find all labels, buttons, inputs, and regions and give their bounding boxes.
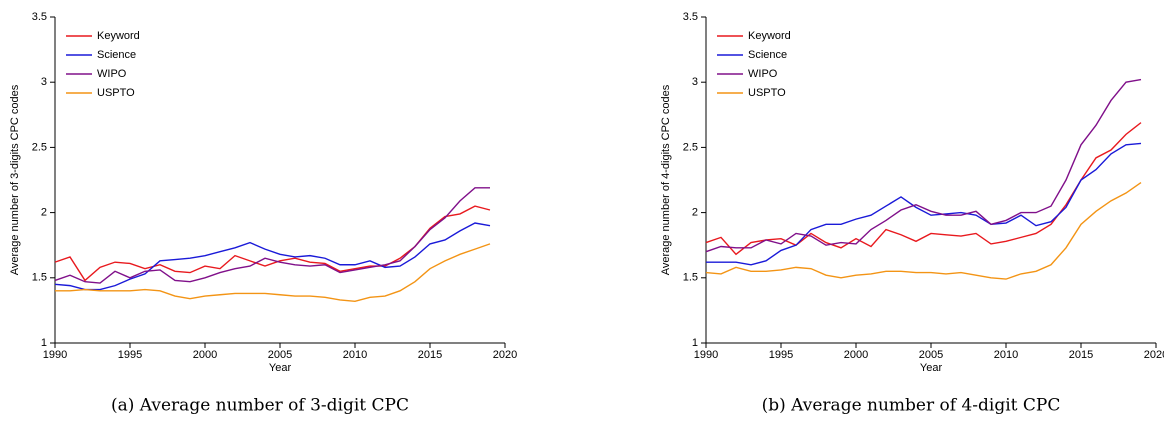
- y-tick-label: 1: [41, 337, 47, 349]
- y-tick-label: 3: [41, 76, 47, 88]
- x-tick-label: 2015: [1069, 349, 1093, 361]
- y-tick-label: 2: [692, 207, 698, 219]
- y-tick-label: 3.5: [683, 11, 698, 23]
- y-tick-label: 1: [692, 337, 698, 349]
- series-line: [706, 142, 1142, 266]
- x-axis-label: Year: [920, 362, 943, 374]
- legend-label: WIPO: [748, 68, 778, 80]
- legend-label: WIPO: [97, 68, 127, 80]
- x-tick-label: 2005: [268, 349, 292, 361]
- x-tick-label: 1990: [43, 349, 67, 361]
- y-tick-label: 1.5: [32, 272, 47, 284]
- series-line: [55, 243, 491, 302]
- legend-label: Science: [97, 49, 136, 61]
- legend-label: Keyword: [97, 30, 140, 42]
- y-tick-label: 3: [692, 76, 698, 88]
- series-line: [54, 222, 491, 291]
- x-tick-label: 1990: [694, 349, 718, 361]
- x-tick-label: 2015: [418, 349, 442, 361]
- y-tick-label: 2.5: [683, 141, 698, 153]
- x-tick-label: 2020: [1144, 349, 1164, 361]
- y-tick-label: 1.5: [683, 272, 698, 284]
- x-axis-label: Year: [269, 362, 292, 374]
- caption: (b) Average number of 4-digit CPC: [762, 396, 1061, 416]
- y-axis-label: Average number of 3-digits CPC codes: [9, 84, 21, 275]
- x-tick-label: 2000: [844, 349, 868, 361]
- x-tick-label: 1995: [118, 349, 142, 361]
- legend-label: Keyword: [748, 30, 791, 42]
- x-tick-label: 2010: [994, 349, 1018, 361]
- legend-label: USPTO: [97, 87, 135, 99]
- series-line: [54, 205, 491, 282]
- legend-label: Science: [748, 49, 787, 61]
- x-tick-label: 2010: [343, 349, 367, 361]
- x-tick-label: 2020: [493, 349, 517, 361]
- series-line: [705, 78, 1142, 253]
- x-tick-label: 2005: [919, 349, 943, 361]
- y-tick-label: 2.5: [32, 141, 47, 153]
- y-tick-label: 3.5: [32, 11, 47, 23]
- series-line: [54, 187, 490, 284]
- y-axis-label: Average number of 4-digits CPC codes: [660, 84, 672, 275]
- series-line: [705, 182, 1142, 280]
- x-tick-label: 2000: [193, 349, 217, 361]
- series-line: [705, 122, 1142, 256]
- caption: (a) Average number of 3-digit CPC: [111, 396, 409, 416]
- x-tick-label: 1995: [769, 349, 793, 361]
- legend-label: USPTO: [748, 87, 786, 99]
- y-tick-label: 2: [41, 207, 47, 219]
